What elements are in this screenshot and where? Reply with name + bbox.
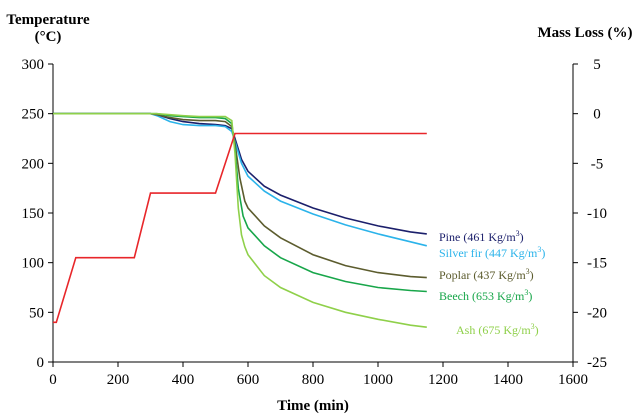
x-tick-label: 1000 [363,372,393,388]
series-label-close: ) [520,230,524,244]
y-right-tick-label: -5 [591,156,604,172]
mass-loss-line [53,112,427,235]
series-label: Silver fir (447 Kg/m3) [439,245,545,260]
right-axis-title: Mass Loss (%) [537,25,632,41]
x-tick-label: 1600 [558,372,588,388]
y-left-tick-label: 150 [22,206,45,222]
y-left-tick-label: 200 [22,156,45,172]
left-axis-title-line1: Temperature [6,12,90,28]
series-label-close: ) [535,323,539,337]
series-label-text: Ash (675 Kg/m [456,323,531,337]
series-lines [53,112,427,328]
temperature-line [53,132,427,324]
y-right-tick-label: -10 [587,206,607,222]
x-tick-label: 1400 [493,372,523,388]
series-label-sup: 3 [516,229,520,238]
series-label: Beech (653 Kg/m3) [439,288,532,303]
series-label-close: ) [528,289,532,303]
series-labels: Pine (461 Kg/m3)Silver fir (447 Kg/m3)Po… [439,229,545,337]
y-right-tick-label: 0 [593,107,601,123]
x-tick-label: 400 [172,372,195,388]
series-label-close: ) [541,246,545,260]
series-label-sup: 3 [524,288,528,297]
y-left-tick-label: 250 [22,107,45,123]
series-label-text: Pine (461 Kg/m [439,230,516,244]
series-label: Pine (461 Kg/m3) [439,229,524,244]
y-right-tick-label: 5 [593,57,601,73]
x-tick-label: 200 [107,372,130,388]
x-axis-title: Time (min) [277,398,349,414]
y-right-tick-label: -20 [587,305,607,321]
mass-loss-line [53,112,427,328]
y-left-tick-label: 0 [37,355,45,371]
left-axis-title-line2: (°C) [35,29,62,45]
series-label: Ash (675 Kg/m3) [456,322,539,337]
series-label-close: ) [530,268,534,282]
x-tick-label: 800 [302,372,325,388]
mass-loss-line [53,112,427,293]
x-tick-label: 0 [49,372,57,388]
x-tick-label: 1200 [428,372,458,388]
series-label-sup: 3 [526,267,530,276]
ticks: 0 200 400 600 800 1000 1200 1400 160005010015020… [22,57,608,388]
x-tick-label: 600 [237,372,260,388]
series-label-text: Poplar (437 Kg/m [439,268,526,282]
series-label-text: Beech (653 Kg/m [439,289,525,303]
y-left-tick-label: 100 [22,256,45,272]
series-label-text: Silver fir (447 Kg/m [439,246,538,260]
y-left-tick-label: 300 [22,57,45,73]
y-right-tick-label: -15 [587,256,607,272]
series-label-sup: 3 [537,245,541,254]
series-label-sup: 3 [531,322,535,331]
series-label: Poplar (437 Kg/m3) [439,267,534,282]
y-right-tick-label: -25 [587,355,607,371]
y-left-tick-label: 50 [29,305,44,321]
mass-loss-line [53,112,427,279]
axes [52,64,574,363]
